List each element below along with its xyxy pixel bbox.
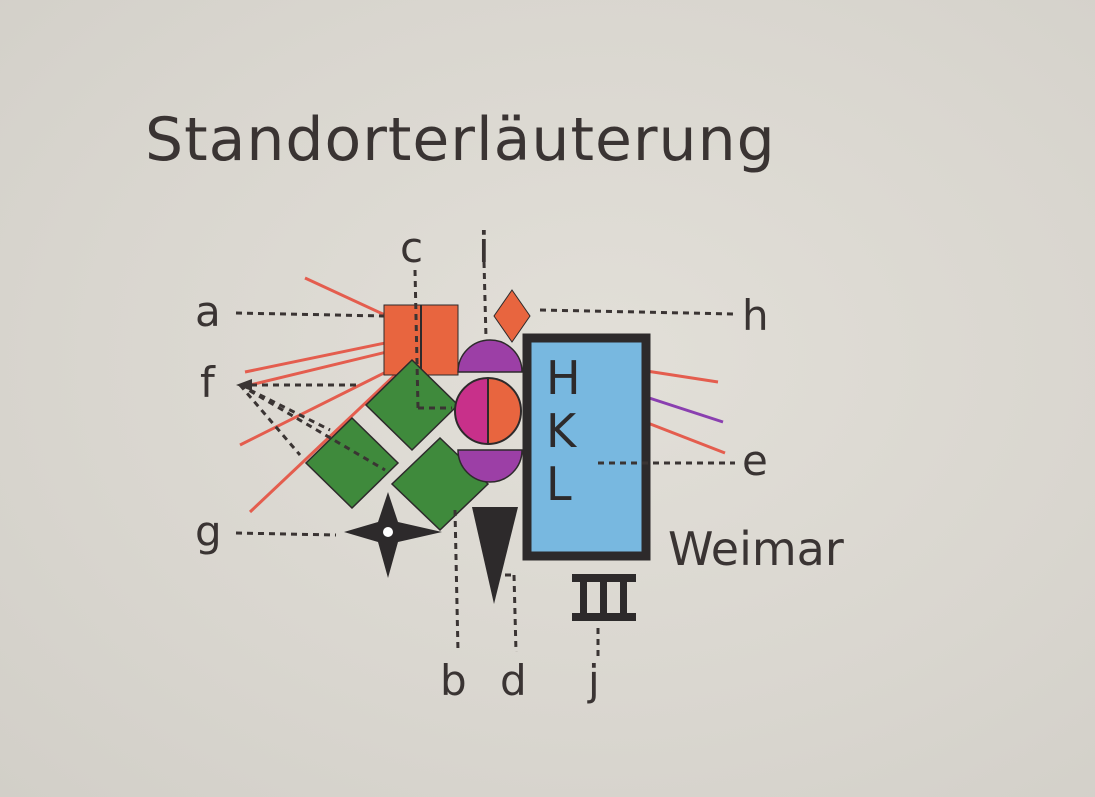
leader-i bbox=[482, 261, 488, 339]
label-h: h bbox=[742, 291, 769, 340]
label-i: i bbox=[478, 223, 490, 272]
green-diamond-top bbox=[364, 358, 460, 452]
ray-left-1 bbox=[304, 276, 386, 317]
black-triangle-symbol bbox=[472, 507, 518, 604]
black-star-symbol bbox=[344, 492, 442, 578]
leader-b bbox=[453, 509, 460, 653]
label-g: g bbox=[195, 507, 222, 556]
leader-h bbox=[539, 308, 736, 316]
leader-f-arrowhead bbox=[236, 379, 252, 391]
orange-half-circle bbox=[488, 378, 521, 444]
leader-g bbox=[235, 531, 337, 537]
label-c: c bbox=[400, 223, 423, 272]
label-b: b bbox=[440, 656, 467, 705]
leader-f-3 bbox=[238, 384, 302, 456]
label-d: d bbox=[500, 656, 527, 705]
ray-left-3 bbox=[249, 348, 396, 387]
box-letter-l: L bbox=[546, 457, 572, 511]
leader-d-down bbox=[512, 574, 518, 653]
leader-lines bbox=[235, 261, 736, 660]
ray-left-2 bbox=[244, 340, 391, 374]
label-f: f bbox=[200, 358, 216, 407]
ray-right-2 bbox=[639, 393, 724, 424]
right-rays bbox=[639, 368, 726, 455]
leader-a bbox=[235, 311, 385, 318]
city-label: Weimar bbox=[668, 522, 844, 576]
box-letter-h: H bbox=[546, 351, 581, 405]
label-e: e bbox=[742, 436, 768, 485]
ray-left-4 bbox=[239, 363, 401, 447]
label-j: j bbox=[587, 656, 600, 705]
box-letter-k: K bbox=[546, 404, 578, 458]
page-title: Standorterläuterung bbox=[145, 105, 776, 175]
orange-square-symbol bbox=[383, 304, 459, 376]
left-rays bbox=[239, 276, 401, 514]
leader-c bbox=[413, 269, 420, 409]
ray-right-1 bbox=[639, 368, 719, 384]
roman-numeral-symbol bbox=[572, 574, 636, 621]
orange-small-diamond bbox=[493, 289, 531, 343]
ray-right-3 bbox=[639, 418, 726, 455]
ray-left-5 bbox=[248, 373, 397, 514]
hkl-box: H K L bbox=[522, 333, 651, 561]
magenta-half-circle bbox=[455, 378, 488, 444]
green-diamond-left bbox=[304, 416, 400, 510]
purple-half-circle-top bbox=[457, 339, 523, 373]
purple-half-circle-bottom bbox=[457, 449, 523, 483]
circle-symbols bbox=[454, 339, 523, 483]
label-a: a bbox=[195, 287, 221, 336]
